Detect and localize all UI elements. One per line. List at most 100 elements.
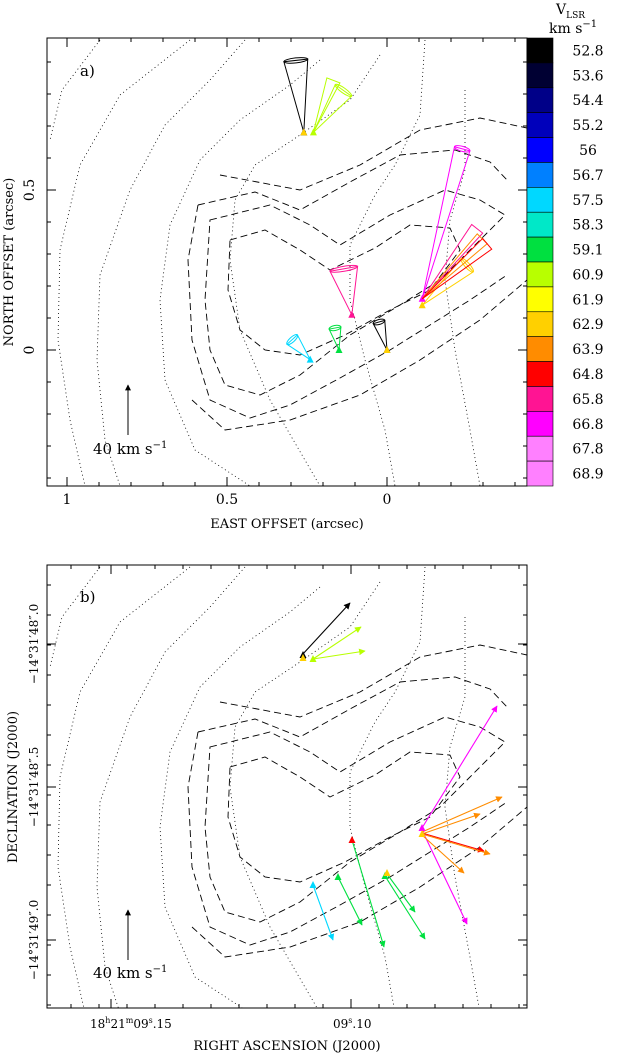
plot-frame-b bbox=[46, 564, 528, 1009]
maser-spot bbox=[299, 654, 307, 661]
contour-dotted bbox=[49, 39, 101, 141]
cone-rim bbox=[460, 257, 474, 273]
maser-spot bbox=[418, 301, 426, 309]
panel-b-ytick-0: −14°31′48″.0 bbox=[27, 604, 41, 685]
cone bbox=[312, 77, 341, 133]
contour-dotted bbox=[159, 59, 321, 486]
colorbar-label: 53.6 bbox=[572, 68, 603, 84]
contour-dashed bbox=[187, 731, 508, 946]
panel-b-label: b) bbox=[80, 588, 95, 606]
cone-rim bbox=[334, 83, 353, 98]
proper-motion-arrow bbox=[384, 875, 426, 940]
colorbar-label: 56.7 bbox=[572, 168, 603, 184]
colorbar-label: 59.1 bbox=[572, 243, 603, 259]
cone-rim bbox=[329, 264, 359, 273]
maser-spot bbox=[383, 346, 391, 353]
colorbar-swatch bbox=[526, 112, 554, 138]
colorbar-label: 64.8 bbox=[572, 367, 603, 383]
contour-dotted bbox=[349, 39, 426, 486]
contour-dashed bbox=[191, 279, 527, 431]
panel-a-xtick-0.5: 0.5 bbox=[216, 492, 238, 508]
colorbar-swatch bbox=[526, 386, 554, 412]
colorbar-swatch bbox=[526, 137, 554, 163]
contour-dotted bbox=[49, 566, 101, 668]
contour-dashed bbox=[204, 189, 506, 396]
colorbar-label: 55.2 bbox=[572, 118, 603, 134]
colorbar-label: 56 bbox=[579, 143, 597, 159]
proper-motion-arrow bbox=[312, 626, 362, 660]
proper-motion-arrow bbox=[421, 812, 481, 835]
contour-dashed bbox=[219, 644, 527, 718]
proper-motion-arrow bbox=[421, 829, 468, 925]
contour-dashed bbox=[204, 716, 506, 923]
contour-dotted bbox=[57, 39, 191, 486]
contour-dashed bbox=[191, 806, 527, 958]
panel-a-ylabel: NORTH OFFSET (arcsec) bbox=[2, 178, 17, 347]
cone bbox=[421, 237, 493, 300]
cone-rim bbox=[453, 145, 471, 153]
colorbar-label: 66.8 bbox=[572, 417, 603, 433]
cone bbox=[328, 326, 342, 352]
cone-rim bbox=[283, 57, 309, 64]
colorbar-swatch bbox=[526, 261, 554, 288]
cone bbox=[421, 257, 474, 306]
proper-motion-arrow bbox=[312, 648, 366, 660]
colorbar: VLSR km s−1 52.8 53.6 54.4 55.2 56 56.7 57.5 58… bbox=[526, 2, 604, 487]
colorbar-label: 65.8 bbox=[572, 392, 603, 408]
colorbar-label: 67.8 bbox=[572, 442, 603, 458]
colorbar-label: 68.9 bbox=[572, 467, 603, 483]
contour-dotted bbox=[57, 566, 191, 1008]
colorbar-label: 61.9 bbox=[572, 292, 603, 308]
cone-rim bbox=[372, 318, 386, 326]
colorbar-label: 62.9 bbox=[572, 317, 603, 333]
colorbar-swatch bbox=[526, 460, 554, 487]
contour-dashed bbox=[197, 149, 508, 211]
contour-dotted bbox=[349, 566, 426, 1008]
colorbar-title: VLSR bbox=[555, 2, 585, 21]
colorbar-swatch bbox=[526, 37, 554, 64]
cone-rim bbox=[286, 334, 299, 346]
colorbar-swatch bbox=[526, 236, 554, 263]
proper-motion-arrow bbox=[421, 833, 491, 856]
colorbar-swatch bbox=[526, 211, 554, 238]
proper-motion-arrow bbox=[386, 873, 416, 913]
maser-spot bbox=[348, 310, 356, 318]
panel-a-label: a) bbox=[80, 62, 95, 80]
scale-label-a: 40 km s−1 bbox=[93, 440, 167, 458]
colorbar-label: 57.5 bbox=[572, 193, 603, 209]
cone bbox=[312, 83, 353, 133]
contour-dashed bbox=[219, 117, 527, 191]
panel-a-ytick-0.5: 0.5 bbox=[22, 179, 38, 201]
panel-a-xlabel: EAST OFFSET (arcsec) bbox=[210, 517, 364, 532]
scale-label-b: 40 km s−1 bbox=[93, 964, 167, 982]
proper-motion-arrow bbox=[421, 796, 503, 833]
panel-a: a) EAST OFFSET (arcsec) NORTH OFFSET (ar… bbox=[2, 37, 528, 532]
panel-b-xtick-0: 18h21m09s.15 bbox=[90, 1016, 172, 1031]
contour-dotted bbox=[444, 90, 481, 486]
maser-spot bbox=[300, 128, 308, 136]
ticks-b bbox=[47, 565, 527, 1008]
colorbar-swatch bbox=[526, 435, 554, 462]
contour-dotted bbox=[96, 566, 246, 1008]
contour-dotted bbox=[159, 586, 321, 1008]
colorbar-label: 52.8 bbox=[572, 43, 603, 59]
cones-a bbox=[283, 57, 493, 363]
colorbar-label: 54.4 bbox=[572, 93, 603, 109]
colorbar-swatch bbox=[526, 311, 554, 337]
panel-a-xtick-1: 1 bbox=[63, 492, 72, 508]
colorbar-swatch bbox=[526, 361, 554, 387]
cone bbox=[329, 265, 359, 317]
maser-spot bbox=[418, 824, 426, 831]
maser-spot bbox=[309, 655, 317, 662]
maser-spot bbox=[418, 830, 426, 837]
panel-b-ytick-2: −14°31′49″.0 bbox=[27, 900, 41, 981]
cone bbox=[421, 223, 484, 300]
proper-motion-arrow bbox=[301, 602, 351, 656]
colorbar-swatch bbox=[526, 62, 554, 89]
colorbar-swatch bbox=[526, 87, 554, 113]
contour-dashed bbox=[227, 224, 461, 356]
panel-b-xlabel: RIGHT ASCENSION (J2000) bbox=[193, 1039, 380, 1054]
maser-spot bbox=[306, 355, 314, 363]
colorbar-swatch bbox=[526, 411, 554, 437]
